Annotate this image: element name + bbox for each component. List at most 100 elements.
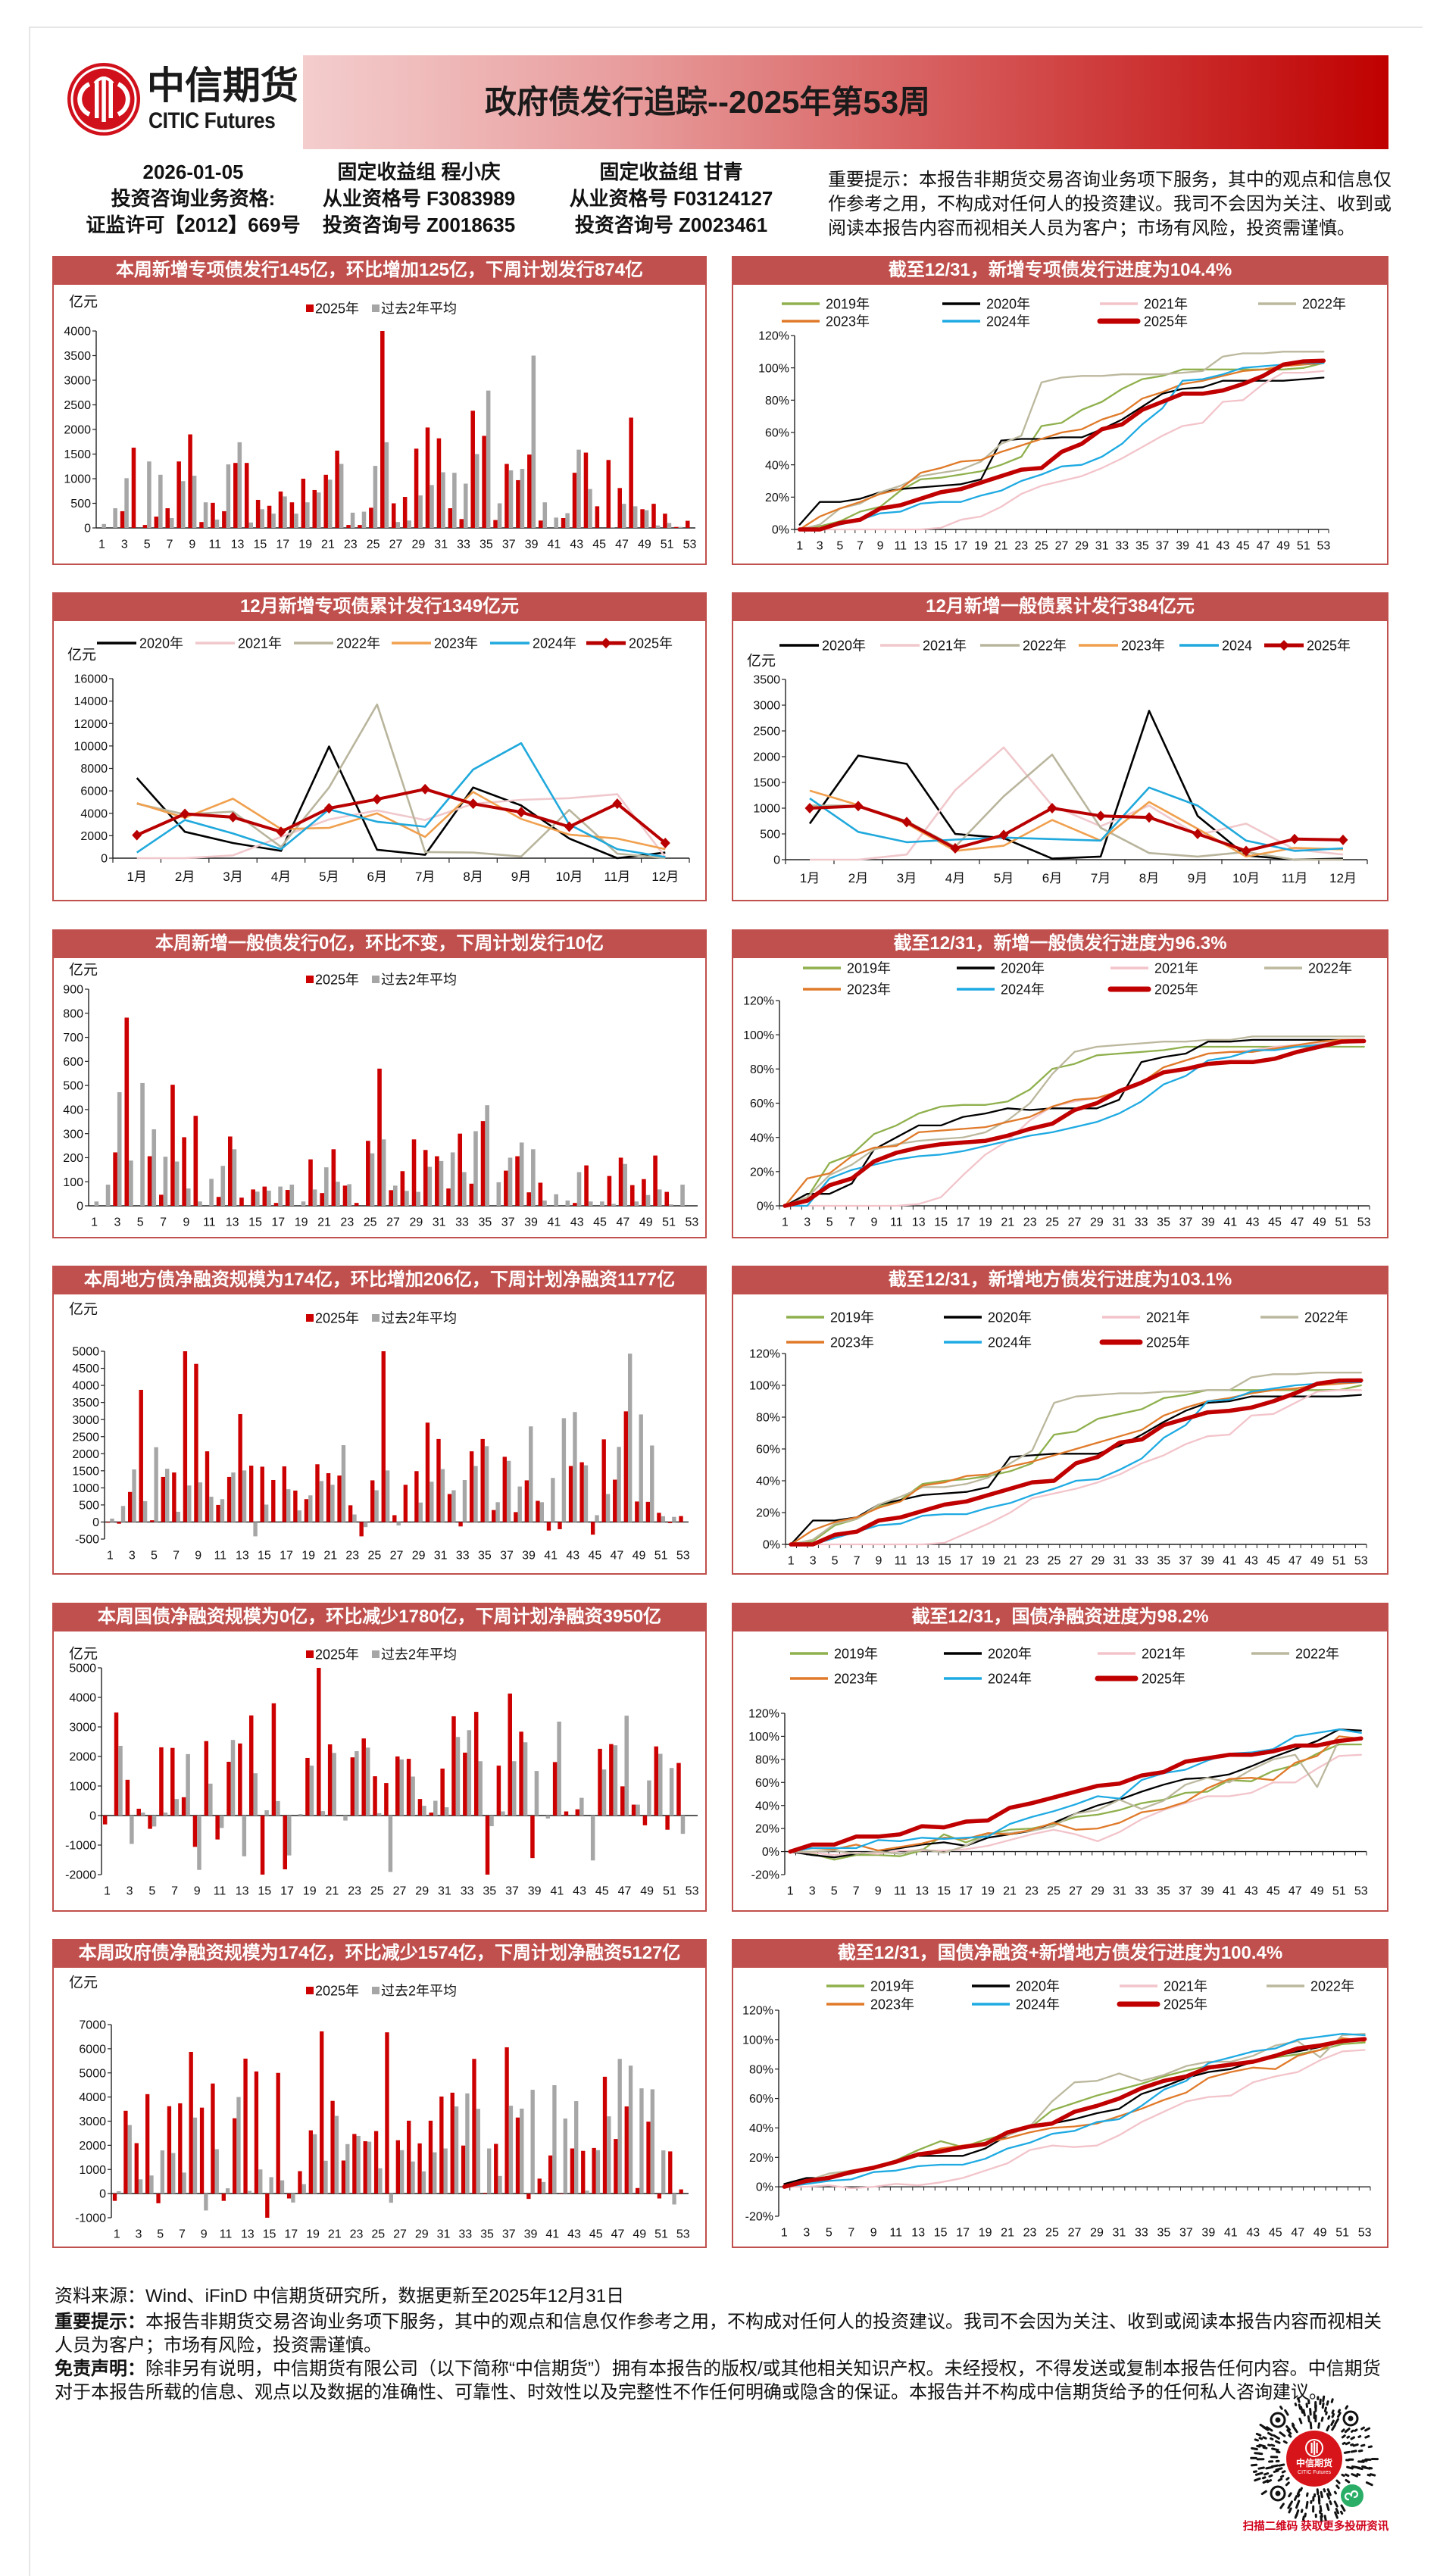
legend-label: 2022年 <box>1295 1646 1339 1661</box>
bar-past-2y-avg-week-12 <box>230 1740 236 1816</box>
qr-dot <box>1334 2511 1338 2519</box>
y-tick-label: 120% <box>742 2005 773 2018</box>
bar-past-2y-avg-week-37 <box>511 1761 517 1816</box>
x-tick-label: 35 <box>1135 540 1149 553</box>
qr-dot <box>1270 2437 1274 2440</box>
bar-past-2y-avg-week-15 <box>264 1809 269 1816</box>
bar-past-2y-avg-week-30 <box>430 1482 434 1522</box>
bar-2025-week-37 <box>508 1693 512 1816</box>
y-tick-label: 3500 <box>72 1397 99 1410</box>
legend-label: 2019年 <box>847 960 891 976</box>
x-tick-label: 51 <box>663 1885 676 1898</box>
x-tick-label: 5 <box>826 2227 832 2240</box>
x-tick-label: 29 <box>1091 1885 1104 1898</box>
bar-past-2y-avg-week-47 <box>621 504 626 528</box>
legend: 2019年 2020年 2021年 2022年 2023年 2024年 2025年 <box>786 1310 1348 1350</box>
bar-past-2y-avg-week-9 <box>192 476 197 528</box>
line-series-2019 <box>784 1045 1365 1207</box>
x-tick-label: 29 <box>1090 1216 1104 1229</box>
legend: 2019年 2020年 2021年 2022年 2023年 2024年 2025年 <box>782 296 1346 329</box>
line-series-2020 <box>808 710 1344 861</box>
bar-2025-week-26 <box>380 331 385 528</box>
qr-dot <box>1325 2411 1328 2415</box>
y-tick-label: 4000 <box>79 2091 106 2104</box>
point-marker-2025-11 <box>1289 833 1300 845</box>
x-tick-label: 4月 <box>945 871 965 885</box>
y-tick-label: 5000 <box>72 1346 99 1359</box>
qr-dot <box>1345 2441 1351 2446</box>
bar-past-2y-avg-week-2 <box>127 2125 132 2194</box>
chart-general-bond-progress: 0%20%40%60%80%100%120%1 3 5 7 9 11 13 15 17 19 21 2… <box>743 960 1371 1229</box>
line-series-2024 <box>136 742 666 858</box>
bar-past-2y-avg-week-21 <box>332 1753 336 1816</box>
x-tick-label: 9 <box>876 1555 882 1568</box>
bar-2025-week-45 <box>590 1522 595 1535</box>
panel-treasury-net-weekly: 本周国债净融资规模为0亿，环比减少1780亿，下周计划净融资3950亿 -200… <box>52 1603 707 1912</box>
x-tick-label: 5 <box>151 1550 158 1563</box>
bar-past-2y-avg-week-9 <box>186 1188 191 1206</box>
bar-2025-week-18 <box>285 1190 290 1206</box>
bar-past-2y-avg-week-23 <box>347 1184 351 1206</box>
bar-past-2y-avg-week-4 <box>142 1500 148 1522</box>
x-tick-label: 51 <box>1335 1216 1348 1229</box>
bar-past-2y-avg-week-30 <box>433 1800 438 1816</box>
line-series-2023 <box>798 362 1325 531</box>
bar-2025-week-53 <box>679 2189 683 2194</box>
line-series-2022 <box>790 1372 1362 1546</box>
bar-past-2y-avg-week-22 <box>345 2144 350 2194</box>
x-tick-label: 33 <box>1135 2227 1148 2240</box>
bar-2025-week-51 <box>657 2194 662 2199</box>
bar-past-2y-avg-week-38 <box>520 469 525 528</box>
bar-past-2y-avg-week-12 <box>231 1472 236 1522</box>
legend-label: 2019年 <box>834 1646 878 1661</box>
bar-2025-week-3 <box>134 2143 139 2194</box>
x-tick-label: 15 <box>938 1555 951 1568</box>
x-tick-label: 37 <box>502 2228 516 2241</box>
bar-past-2y-avg-week-36 <box>498 2175 502 2194</box>
y-tick-label: 2000 <box>72 1448 99 1461</box>
x-tick-label: 15 <box>258 1885 271 1898</box>
bar-past-2y-avg-week-38 <box>519 1142 524 1206</box>
y-tick-label: 0 <box>84 523 91 535</box>
x-tick-label: 23 <box>1023 2227 1037 2240</box>
x-tick-label: 13 <box>231 539 245 551</box>
legend-swatch <box>306 1314 314 1322</box>
y-tick-label: 60% <box>755 1777 779 1790</box>
bar-past-2y-avg-week-45 <box>600 1201 604 1206</box>
legend-label: 过去2年平均 <box>381 301 457 316</box>
x-tick-label: 37 <box>1179 2227 1193 2240</box>
chart-title: 截至12/31，新增地方债发行进度为103.1% <box>732 1266 1388 1294</box>
legend-label: 过去2年平均 <box>381 1983 457 1998</box>
bar-2025-week-22 <box>337 1475 342 1522</box>
bar-past-2y-avg-week-45 <box>601 1769 607 1816</box>
x-tick-label: 19 <box>981 1885 995 1898</box>
qr-dot <box>1254 2452 1261 2455</box>
qr-dot <box>1258 2443 1266 2448</box>
bar-2025-week-17 <box>278 491 283 528</box>
qr-dot <box>1270 2443 1276 2447</box>
y-tick-label: 500 <box>63 1080 83 1093</box>
bar-past-2y-avg-week-22 <box>339 464 344 528</box>
bar-past-2y-avg-week-33 <box>464 483 468 528</box>
bar-2025-week-44 <box>584 1165 589 1206</box>
bar-2025-week-44 <box>581 2150 586 2194</box>
x-tick-label: 31 <box>1113 2227 1126 2240</box>
x-tick-label: 37 <box>500 1550 514 1563</box>
bar-past-2y-avg-week-26 <box>385 1470 390 1522</box>
legend-label: 2022年 <box>1304 1310 1348 1325</box>
x-tick-label: 39 <box>524 2228 538 2241</box>
y-tick-label: 4000 <box>72 1380 99 1393</box>
bar-2025-week-34 <box>469 1183 474 1206</box>
bar-past-2y-avg-week-35 <box>484 1446 489 1522</box>
x-tick-label: 47 <box>1291 2227 1304 2240</box>
panel-general-bond-monthly: 12月新增一般债累计发行384亿元 0 500 1000 1500 2000 2500 30… <box>732 592 1388 901</box>
bar-2025-week-48 <box>623 1411 628 1522</box>
x-tick-label: 23 <box>1023 1216 1037 1229</box>
bar-past-2y-avg-week-13 <box>237 442 242 528</box>
qr-dot <box>1326 2488 1332 2496</box>
y-tick-label: 60% <box>756 1444 780 1457</box>
point-marker-2025-11 <box>612 798 623 810</box>
x-tick-label: 3 <box>803 2227 810 2240</box>
